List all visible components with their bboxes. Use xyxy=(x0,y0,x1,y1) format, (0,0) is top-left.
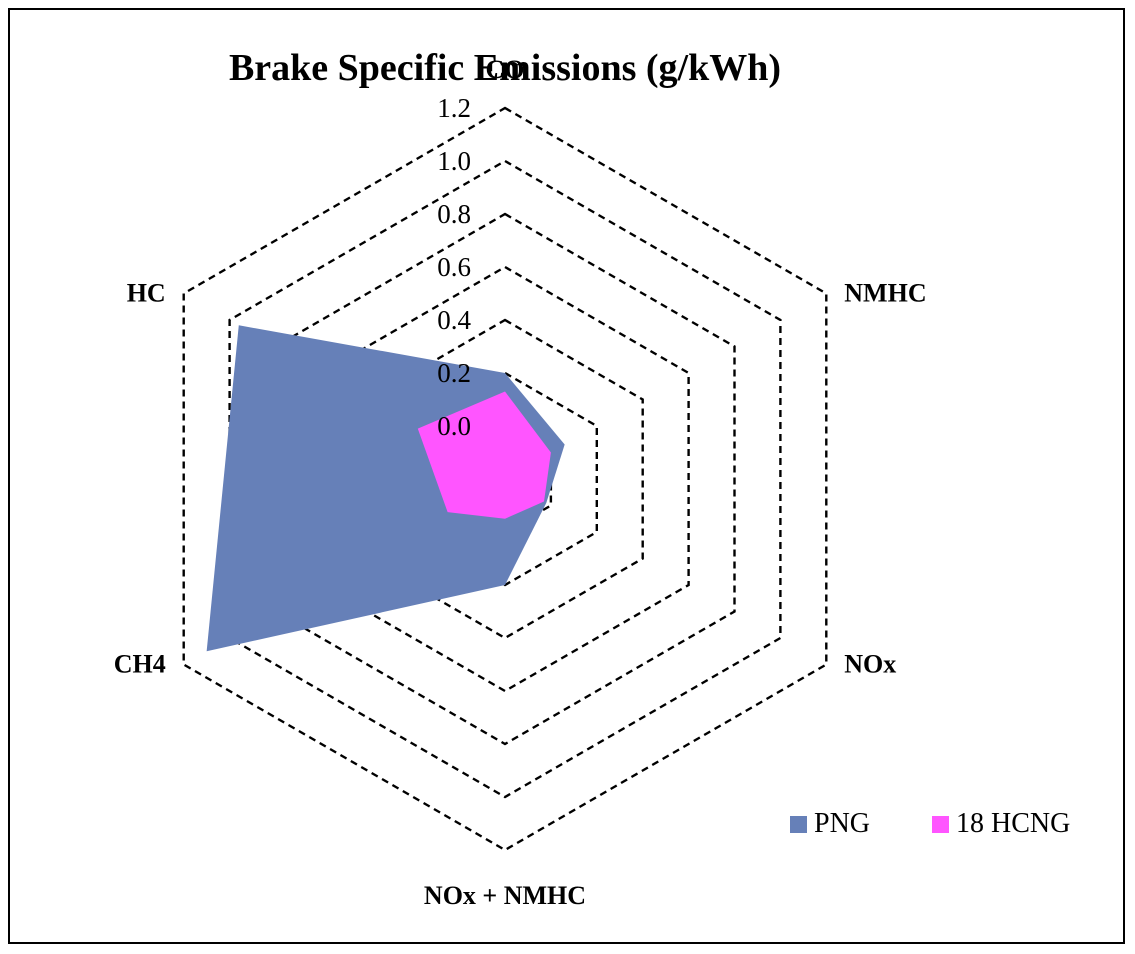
category-label: CH4 xyxy=(114,650,166,679)
legend-swatch xyxy=(932,816,949,833)
grid-ring xyxy=(228,159,782,799)
grid-ring xyxy=(182,106,828,852)
radial-tick-label: 0.8 xyxy=(437,199,471,229)
legend-label: 18 HCNG xyxy=(956,808,1070,839)
category-label: NOx + NMHC xyxy=(424,881,586,910)
category-label: NOx xyxy=(844,650,896,679)
legend-label: PNG xyxy=(814,808,870,839)
radial-tick-label: 0.6 xyxy=(437,252,471,282)
radial-tick-label: 1.2 xyxy=(437,93,471,123)
chart-frame xyxy=(8,8,1125,944)
category-label: CO xyxy=(486,55,525,84)
radial-tick-labels: 0.0 0.2 0.4 0.6 0.8 1.0 1.2 xyxy=(437,93,471,441)
radial-tick-label: 0.4 xyxy=(437,305,471,335)
series-area-1 xyxy=(417,391,551,519)
legend-swatch xyxy=(790,816,807,833)
category-labels: CO NMHC NOx NOx + NMHC CH4 HC xyxy=(114,55,927,910)
chart-title: Brake Specific Emissions (g/kWh) xyxy=(229,47,781,89)
category-label: NMHC xyxy=(844,279,926,308)
radial-tick-label: 0.0 xyxy=(437,411,471,441)
category-label: HC xyxy=(127,279,166,308)
radial-tick-label: 0.2 xyxy=(437,358,471,388)
legend: PNG 18 HCNG xyxy=(790,808,1070,839)
series-layer xyxy=(206,325,565,652)
radial-tick-label: 1.0 xyxy=(437,146,471,176)
